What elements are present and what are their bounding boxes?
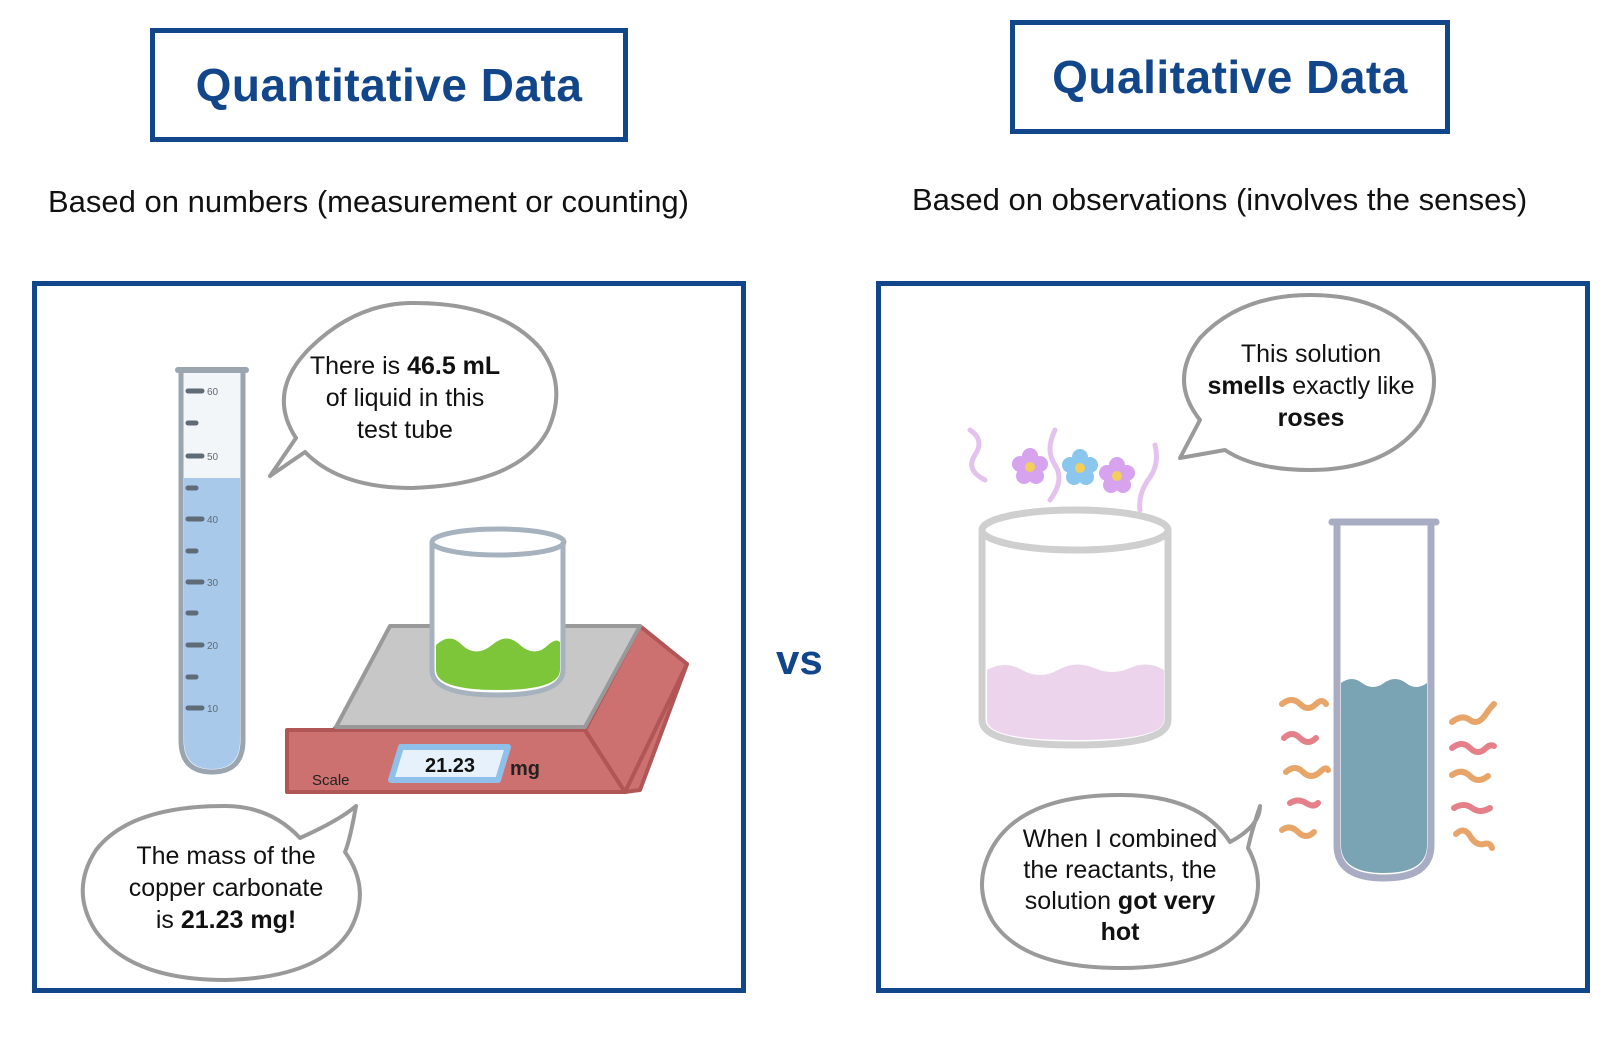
bubble-text: solution [1024, 887, 1118, 915]
bubble-text: The mass of the [136, 842, 316, 870]
tube-tick-label: 50 [207, 452, 219, 463]
qualitative-subtitle: Based on observations (involves the sens… [912, 182, 1528, 217]
smell-bubble: This solution smells exactly like roses [1194, 338, 1428, 434]
graduated-tube-icon: 60 50 40 30 20 10 [175, 367, 249, 775]
bubble-text: test tube [357, 416, 453, 444]
tube-tick-label: 10 [207, 704, 219, 715]
heat-bubble: When I combined the reactants, the solut… [1002, 824, 1238, 948]
bubble-bold-text: hot [1100, 918, 1140, 946]
tube-tick-label: 30 [207, 578, 219, 589]
bubble-text: exactly like [1285, 372, 1415, 400]
quantitative-subtitle: Based on numbers (measurement or countin… [48, 184, 689, 219]
test-tube-icon [1328, 518, 1440, 882]
bubble-text: copper carbonate [128, 874, 324, 902]
beaker-icon [978, 506, 1172, 749]
mass-bubble: The mass of the copper carbonate is 21.2… [108, 840, 344, 936]
tube-tick-label: 20 [207, 641, 219, 652]
quantitative-title-box: Quantitative Data [150, 28, 628, 142]
mass-value: 21.23 mg! [180, 906, 297, 934]
bubble-text: of liquid in this [325, 384, 485, 412]
qualitative-title-box: Qualitative Data [1010, 20, 1450, 134]
bubble-text: There is [309, 352, 408, 380]
scale-reading: 21.23 [425, 755, 475, 777]
beaker-icon [429, 526, 567, 698]
bubble-text: This solution [1240, 340, 1382, 368]
tube-tick-label: 40 [207, 515, 219, 526]
tube-tick-label: 60 [207, 387, 219, 398]
speech-bubble-icon [1178, 293, 1436, 472]
heat-lines-icon [1279, 697, 1497, 851]
speech-bubble-icon [268, 300, 559, 490]
flower-icon [1012, 448, 1135, 493]
scale-unit: mg [510, 758, 540, 780]
qualitative-title: Qualitative Data [1052, 51, 1408, 103]
bubble-text: is [155, 906, 181, 934]
quantitative-title: Quantitative Data [195, 59, 583, 111]
bubble-bold-text: roses [1277, 404, 1345, 432]
bubble-bold-text: got very [1117, 887, 1216, 915]
speech-bubble-icon [80, 804, 362, 982]
bubble-text: When I combined [1022, 825, 1218, 853]
tube-volume-bubble: There is 46.5 mL of liquid in this test … [290, 350, 520, 446]
vs-label: vs [776, 636, 823, 683]
scale-label: Scale [312, 772, 350, 789]
volume-value: 46.5 mL [407, 352, 501, 380]
speech-bubble-icon [980, 793, 1262, 970]
bubble-text: the reactants, the [1023, 856, 1217, 884]
bubble-bold-text: smells [1207, 372, 1286, 400]
